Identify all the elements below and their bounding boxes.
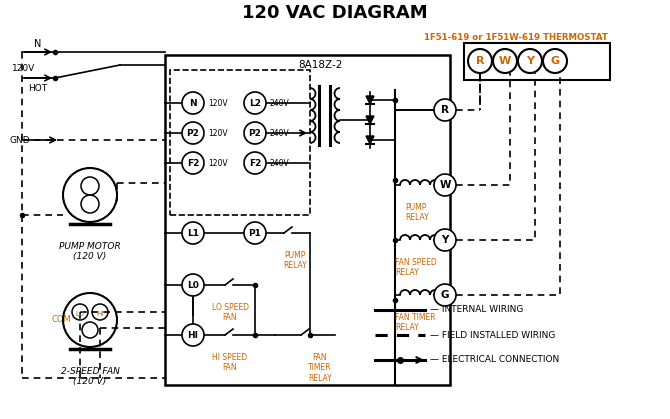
Circle shape xyxy=(182,222,204,244)
Text: HI: HI xyxy=(96,311,104,317)
Text: 240V: 240V xyxy=(270,158,289,168)
Text: G: G xyxy=(441,290,450,300)
Text: PUMP MOTOR
(120 V): PUMP MOTOR (120 V) xyxy=(59,242,121,261)
Polygon shape xyxy=(366,96,374,104)
Polygon shape xyxy=(366,136,374,144)
Text: F2: F2 xyxy=(187,158,199,168)
Polygon shape xyxy=(366,116,374,124)
Text: W: W xyxy=(499,56,511,66)
Text: P2: P2 xyxy=(186,129,200,137)
Text: FAN
TIMER
RELAY: FAN TIMER RELAY xyxy=(308,353,332,383)
Text: L1: L1 xyxy=(187,228,199,238)
Text: FAN SPEED
RELAY: FAN SPEED RELAY xyxy=(395,258,437,277)
Circle shape xyxy=(244,222,266,244)
Text: — FIELD INSTALLED WIRING: — FIELD INSTALLED WIRING xyxy=(430,331,555,339)
Text: P1: P1 xyxy=(249,228,261,238)
Text: LO: LO xyxy=(76,311,84,317)
Circle shape xyxy=(518,49,542,73)
Text: GND: GND xyxy=(10,135,31,145)
Text: L0: L0 xyxy=(187,280,199,290)
Text: 120 VAC DIAGRAM: 120 VAC DIAGRAM xyxy=(242,4,428,22)
Text: R: R xyxy=(476,56,484,66)
Circle shape xyxy=(434,284,456,306)
Text: PUMP
RELAY: PUMP RELAY xyxy=(405,203,429,222)
Text: HI SPEED
FAN: HI SPEED FAN xyxy=(212,353,247,372)
Text: — ELECTRICAL CONNECTION: — ELECTRICAL CONNECTION xyxy=(430,355,559,365)
Text: P2: P2 xyxy=(249,129,261,137)
Circle shape xyxy=(182,274,204,296)
Text: COM: COM xyxy=(52,316,72,324)
Bar xyxy=(165,55,450,385)
Circle shape xyxy=(434,229,456,251)
Circle shape xyxy=(182,122,204,144)
Circle shape xyxy=(244,92,266,114)
Text: F2: F2 xyxy=(249,158,261,168)
Text: PUMP
RELAY: PUMP RELAY xyxy=(283,251,307,270)
Circle shape xyxy=(244,122,266,144)
Text: 120V: 120V xyxy=(12,64,36,72)
Text: 8A18Z-2: 8A18Z-2 xyxy=(297,60,342,70)
Circle shape xyxy=(182,152,204,174)
Circle shape xyxy=(493,49,517,73)
Text: FAN TIMER
RELAY: FAN TIMER RELAY xyxy=(395,313,436,332)
Text: Y: Y xyxy=(526,56,534,66)
Text: Y: Y xyxy=(442,235,449,245)
Circle shape xyxy=(543,49,567,73)
Text: W: W xyxy=(440,180,451,190)
Text: 120V: 120V xyxy=(208,98,228,108)
Text: L2: L2 xyxy=(249,98,261,108)
Text: G: G xyxy=(551,56,559,66)
Bar xyxy=(464,43,610,80)
Circle shape xyxy=(244,152,266,174)
Circle shape xyxy=(182,92,204,114)
Text: 1F51-619 or 1F51W-619 THERMOSTAT: 1F51-619 or 1F51W-619 THERMOSTAT xyxy=(424,33,608,41)
Text: 240V: 240V xyxy=(270,129,289,137)
Text: — INTERNAL WIRING: — INTERNAL WIRING xyxy=(430,305,523,315)
Circle shape xyxy=(434,174,456,196)
Circle shape xyxy=(434,99,456,121)
Circle shape xyxy=(468,49,492,73)
Text: 2-SPEED FAN
(120 V): 2-SPEED FAN (120 V) xyxy=(60,367,119,386)
Text: N: N xyxy=(189,98,197,108)
Text: 120V: 120V xyxy=(208,158,228,168)
Text: N: N xyxy=(34,39,42,49)
Circle shape xyxy=(182,324,204,346)
Text: 120V: 120V xyxy=(208,129,228,137)
Text: 240V: 240V xyxy=(270,98,289,108)
Text: HI: HI xyxy=(188,331,198,339)
Text: LO SPEED
FAN: LO SPEED FAN xyxy=(212,303,249,322)
Text: HOT: HOT xyxy=(28,83,48,93)
Bar xyxy=(170,70,310,215)
Text: R: R xyxy=(441,105,449,115)
